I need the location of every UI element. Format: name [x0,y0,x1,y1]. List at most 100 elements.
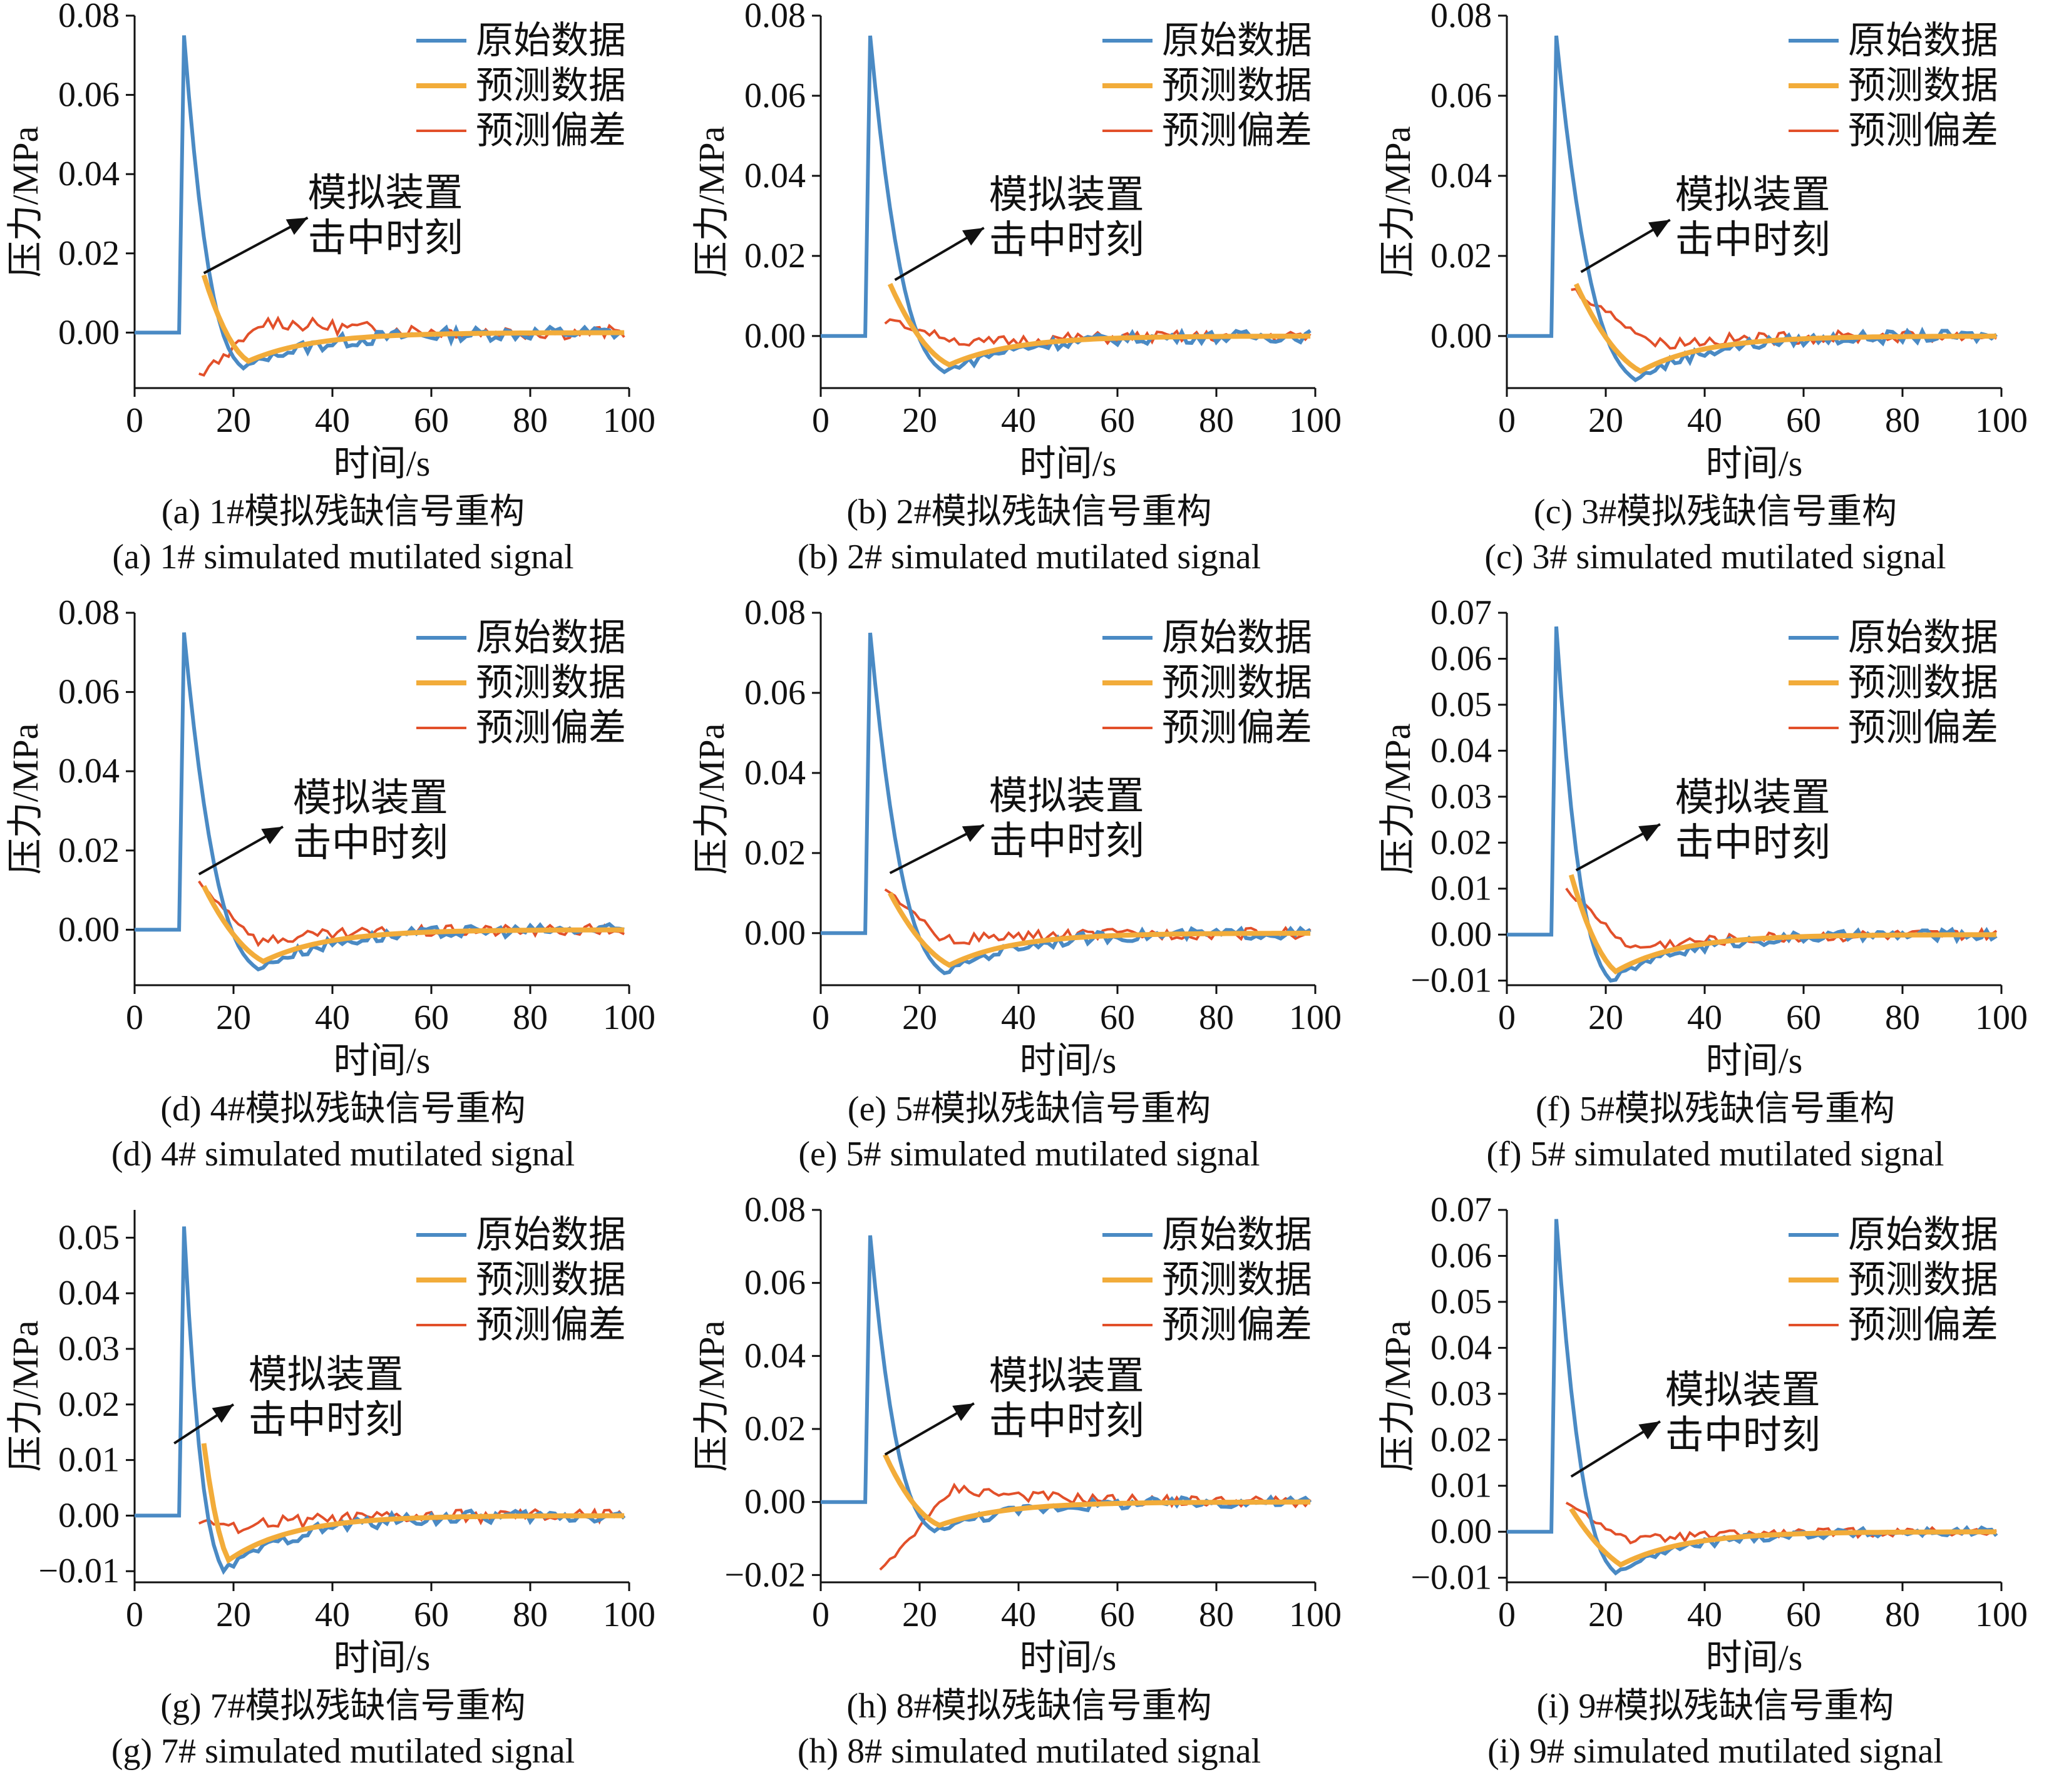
series-original-line [821,1235,1312,1533]
caption-en: (c) 3# simulated mutilated signal [1484,538,1946,576]
caption-en: (i) 9# simulated mutilated signal [1487,1732,1943,1771]
annotation-text: 击中时刻 [989,1400,1144,1443]
annotation-text: 模拟装置 [1675,777,1831,819]
y-tick-label: 0.06 [1430,1236,1492,1275]
y-tick-label: 0.03 [1430,1375,1492,1413]
series-predicted-line [1573,282,1997,374]
x-tick-label: 20 [902,401,937,440]
y-tick-label: 0.00 [744,317,806,356]
chart-panel-g: 0 20 40 60 80 100 −0.01 0.00 0.01 0.02 0.03 0.04 0.0… [0,1194,686,1791]
y-tick-label: 0.03 [58,1329,120,1368]
legend-label-error: 预测偏差 [476,707,626,749]
x-tick-label: 20 [216,401,251,440]
series-predicted-line [201,1443,625,1564]
y-tick-label: 0.08 [744,1190,806,1229]
legend-label-original: 原始数据 [1162,1214,1312,1256]
y-tick-label: 0.01 [1430,1467,1492,1505]
legend-label-error: 预测偏差 [1848,1304,1998,1346]
legend-label-predicted: 预测数据 [476,662,626,704]
y-tick-label: 0.00 [1430,1512,1492,1551]
annotation-text: 击中时刻 [1665,1415,1820,1457]
x-tick-label: 100 [1975,1595,2028,1634]
annotation-text: 模拟装置 [989,1355,1144,1398]
y-axis-label: 压力/MPa [1377,1321,1418,1472]
annotation-text: 击中时刻 [989,219,1144,262]
series-predicted-line [1568,874,1997,975]
caption-cn: (e) 5#模拟残缺信号重构 [847,1090,1211,1129]
y-tick-label: 0.07 [1430,1190,1492,1229]
y-tick-label: 0.00 [1430,915,1492,954]
x-tick-label: 20 [902,1595,937,1634]
y-tick-label: 0.07 [1430,593,1492,632]
caption-en: (g) 7# simulated mutilated signal [111,1732,575,1771]
annotation-arrowhead [261,826,283,844]
x-tick-label: 40 [1001,401,1036,440]
y-tick-label: 0.06 [744,673,806,712]
caption-cn: (b) 2#模拟残缺信号重构 [846,493,1212,531]
y-tick-label: 0.04 [58,1274,120,1313]
y-tick-label: 0.06 [744,76,806,115]
x-tick-label: 40 [315,998,350,1037]
y-tick-label: 0.02 [1430,823,1492,862]
x-tick-label: 80 [1199,998,1234,1037]
legend-label-original: 原始数据 [1162,617,1312,658]
y-tick-label: 0.00 [58,313,120,352]
y-tick-label: 0.06 [58,76,120,115]
y-tick-label: 0.00 [1430,317,1492,356]
x-tick-label: 20 [1588,998,1623,1037]
caption-cn: (i) 9#模拟残缺信号重构 [1536,1687,1894,1726]
x-tick-label: 100 [1975,401,2028,440]
legend-label-error: 预测偏差 [1162,110,1312,151]
legend-label-predicted: 预测数据 [1848,662,1998,704]
annotation-text: 模拟装置 [989,775,1144,817]
x-tick-label: 60 [1100,1595,1135,1634]
legend-label-predicted: 预测数据 [1162,65,1312,106]
legend-label-predicted: 预测数据 [476,65,626,106]
caption-cn: (h) 8#模拟残缺信号重构 [846,1687,1212,1726]
y-tick-label: 0.08 [58,0,120,35]
chart-panel-a: 0 20 40 60 80 100 0.00 0.02 0.04 0.06 0.08 时间/s 压力/M… [0,0,686,597]
legend-label-predicted: 预测数据 [1848,1259,1998,1301]
legend-label-error: 预测偏差 [1162,1304,1312,1346]
legend-label-predicted: 预测数据 [1162,1259,1312,1301]
x-tick-label: 0 [1498,401,1516,440]
x-axis-label: 时间/s [1706,1040,1803,1081]
y-axis-label: 压力/MPa [691,724,732,875]
x-tick-label: 100 [603,1595,655,1634]
x-tick-label: 0 [812,401,829,440]
y-axis-label: 压力/MPa [5,724,46,875]
x-tick-label: 60 [1786,1595,1821,1634]
annotation-text: 模拟装置 [249,1354,404,1396]
x-tick-label: 80 [1885,998,1920,1037]
y-axis-label: 压力/MPa [691,1321,732,1472]
caption-cn: (d) 4#模拟残缺信号重构 [160,1090,526,1129]
series-predicted-line [1569,1507,1997,1568]
legend-label-original: 原始数据 [1848,617,1998,658]
x-tick-label: 0 [1498,1595,1516,1634]
y-tick-label: 0.02 [1430,237,1492,275]
x-axis-label: 时间/s [334,1637,431,1678]
x-tick-label: 0 [126,998,143,1037]
caption-en: (e) 5# simulated mutilated signal [798,1135,1260,1174]
x-tick-label: 40 [1687,401,1722,440]
x-axis-label: 时间/s [1020,1040,1117,1081]
series-predicted-line [201,274,625,364]
annotation-arrowhead [212,1404,234,1423]
legend-label-original: 原始数据 [1162,20,1312,61]
x-tick-label: 60 [414,1595,449,1634]
caption-en: (a) 1# simulated mutilated signal [112,538,574,576]
y-tick-label: 0.08 [1430,0,1492,35]
x-tick-label: 100 [603,401,655,440]
x-tick-label: 20 [1588,401,1623,440]
y-tick-label: 0.02 [1430,1420,1492,1459]
series-predicted-line [202,884,625,965]
x-tick-label: 60 [1100,401,1135,440]
x-axis-label: 时间/s [1706,443,1803,484]
chart-panel-d: 0 20 40 60 80 100 0.00 0.02 0.04 0.06 0.08 时间/s 压力/M… [0,593,686,1194]
y-tick-label: 0.06 [1430,76,1492,115]
series-predicted-line [883,1453,1311,1528]
y-tick-label: 0.00 [58,1496,120,1535]
caption-en: (f) 5# simulated mutilated signal [1486,1135,1944,1174]
x-tick-label: 100 [603,998,655,1037]
chart-panel-c: 0 20 40 60 80 100 0.00 0.02 0.04 0.06 0.08 时间/s 压力/M… [1372,0,2058,597]
